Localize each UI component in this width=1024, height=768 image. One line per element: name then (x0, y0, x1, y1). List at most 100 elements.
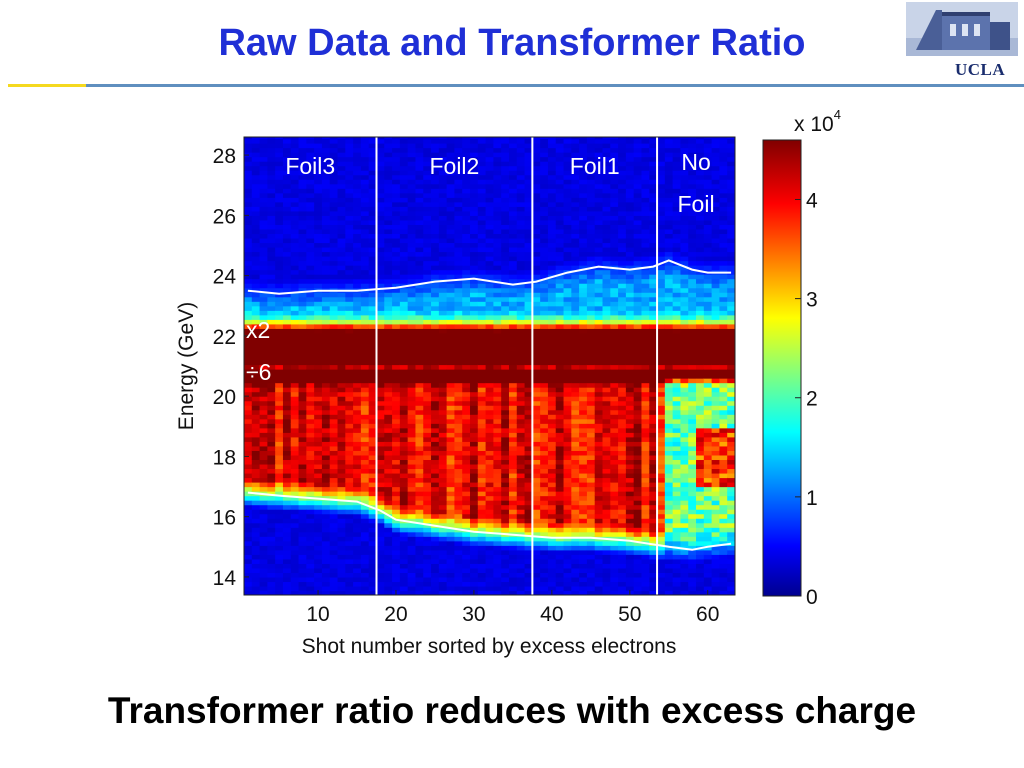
heatmap-cell (399, 527, 409, 533)
heatmap-cell (477, 472, 487, 479)
heatmap-cell (462, 432, 471, 438)
heatmap-cell (392, 513, 401, 519)
heatmap-cell (431, 531, 440, 537)
heatmap-cell (470, 472, 479, 479)
heatmap-cell (290, 545, 300, 551)
heatmap-cell (532, 161, 541, 167)
heatmap-cell (345, 527, 354, 533)
heatmap-cell (462, 301, 471, 307)
heatmap-cell (314, 477, 323, 483)
heatmap-cell (251, 359, 261, 366)
heatmap-cell (407, 188, 417, 194)
heatmap-cell (547, 341, 557, 348)
heatmap-cell (282, 287, 292, 293)
heatmap-cell (337, 179, 346, 185)
heatmap-cell (415, 242, 424, 248)
heatmap-cell (485, 152, 494, 158)
heatmap-cell (392, 233, 401, 239)
heatmap-cell (376, 283, 385, 289)
heatmap-cell (462, 387, 471, 393)
heatmap-cell (353, 206, 362, 212)
heatmap-cell (415, 292, 424, 298)
heatmap-cell (508, 482, 518, 488)
heatmap-cell (353, 210, 362, 216)
heatmap-cell (423, 459, 432, 465)
heatmap-cell (540, 337, 549, 343)
heatmap-cell (275, 382, 284, 388)
heatmap-cell (501, 463, 510, 470)
heatmap-cell (454, 486, 463, 492)
heatmap-cell (360, 233, 370, 239)
heatmap-cell (493, 432, 502, 438)
heatmap-cell (415, 454, 424, 461)
heatmap-cell (438, 396, 448, 402)
heatmap-cell (501, 554, 510, 560)
heatmap-cell (516, 301, 526, 307)
heatmap-cell (586, 278, 596, 284)
heatmap-cell (540, 242, 549, 248)
heatmap-cell (337, 137, 346, 140)
heatmap-cell (376, 540, 385, 546)
heatmap-cell (407, 500, 417, 506)
heatmap-cell (524, 491, 533, 497)
heatmap-cell (407, 287, 417, 293)
heatmap-cell (259, 314, 268, 320)
heatmap-cell (470, 554, 479, 560)
heatmap-cell (267, 137, 276, 140)
heatmap-cell (470, 486, 479, 492)
heatmap-cell (275, 310, 284, 316)
heatmap-cell (353, 224, 362, 230)
heatmap-cell (282, 567, 292, 574)
heatmap-cell (571, 536, 580, 542)
heatmap-cell (251, 269, 261, 275)
heatmap-cell (579, 156, 588, 162)
heatmap-cell (368, 174, 378, 180)
heatmap-cell (555, 454, 565, 461)
heatmap-cell (282, 477, 292, 483)
heatmap-cell (384, 165, 393, 171)
heatmap-cell (244, 558, 253, 564)
heatmap-cell (586, 576, 596, 583)
heatmap-cell (563, 246, 572, 253)
heatmap-cell (376, 201, 385, 207)
heatmap-cell (298, 156, 307, 162)
heatmap-cell (446, 296, 456, 302)
heatmap-cell (508, 292, 518, 298)
heatmap-cell (602, 373, 611, 379)
heatmap-cell (586, 174, 596, 180)
heatmap-cell (306, 454, 315, 461)
heatmap-cell (298, 432, 307, 438)
heatmap-cell (477, 346, 487, 352)
heatmap-cell (610, 463, 619, 470)
heatmap-cell (524, 450, 533, 456)
heatmap-cell (329, 310, 339, 316)
heatmap-cell (555, 405, 565, 411)
heatmap-cell (329, 224, 339, 230)
heatmap-cell (540, 427, 549, 433)
heatmap-cell (555, 500, 565, 506)
heatmap-cell (244, 251, 253, 257)
heatmap-cell (563, 387, 572, 393)
heatmap-cell (438, 423, 448, 429)
heatmap-cell (555, 310, 565, 316)
heatmap-cell (555, 518, 565, 524)
heatmap-cell (290, 355, 300, 361)
heatmap-cell (275, 531, 284, 537)
heatmap-cell (244, 418, 253, 424)
heatmap-cell (267, 509, 276, 515)
heatmap-cell (329, 495, 339, 501)
heatmap-cell (610, 513, 619, 519)
heatmap-cell (493, 491, 502, 497)
heatmap-cell (368, 161, 378, 167)
heatmap-cell (571, 540, 580, 546)
heatmap-cell (392, 283, 401, 289)
heatmap-cell (470, 450, 479, 456)
heatmap-cell (251, 251, 261, 257)
heatmap-cell (470, 274, 479, 280)
heatmap-cell (275, 246, 284, 253)
heatmap-cell (547, 170, 557, 176)
heatmap-cell (376, 350, 385, 357)
heatmap-cell (501, 237, 510, 244)
heatmap-cell (547, 436, 557, 442)
heatmap-cell (501, 224, 510, 230)
